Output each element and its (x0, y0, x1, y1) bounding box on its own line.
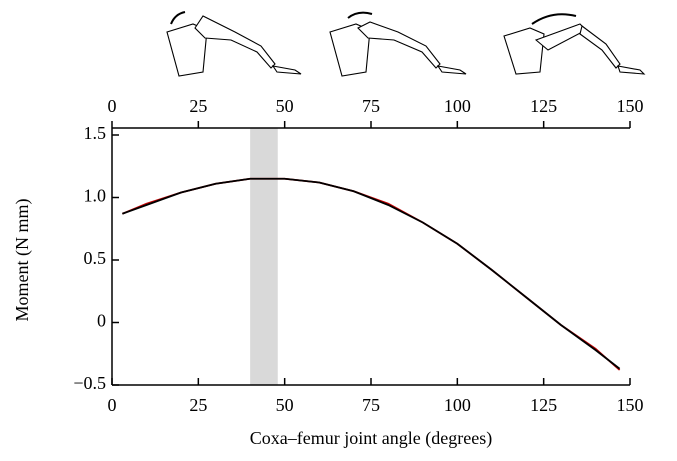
highlight-band (250, 128, 278, 385)
x-tick-label: 150 (617, 395, 644, 415)
top-x-tick-label: 125 (530, 96, 557, 116)
top-x-tick-label: 50 (276, 96, 294, 116)
x-tick-label: 50 (276, 395, 294, 415)
x-axis-label: Coxa–femur joint angle (degrees) (250, 428, 492, 449)
y-tick-label: 1.5 (84, 123, 107, 143)
line (122, 177, 621, 371)
x-tick-label: 125 (530, 395, 557, 415)
x-tick-label: 25 (189, 395, 207, 415)
x-tick-label: 75 (362, 395, 380, 415)
x-tick-label: 0 (108, 395, 117, 415)
x-tick-label: 100 (444, 395, 471, 415)
top-x-tick-label: 0 (108, 96, 117, 116)
y-tick-label: 0.5 (84, 248, 107, 268)
y-axis-label: Moment (N mm) (12, 199, 33, 322)
leg-illustrations (166, 11, 646, 77)
y-tick-label: 1.0 (84, 186, 107, 206)
top-x-tick-label: 100 (444, 96, 471, 116)
line (122, 177, 621, 370)
y-tick-label: −0.5 (73, 373, 106, 393)
top-x-tick-label: 25 (189, 96, 207, 116)
top-x-tick-label: 75 (362, 96, 380, 116)
top-x-tick-label: 150 (617, 96, 644, 116)
y-tick-label: 0 (97, 311, 106, 331)
